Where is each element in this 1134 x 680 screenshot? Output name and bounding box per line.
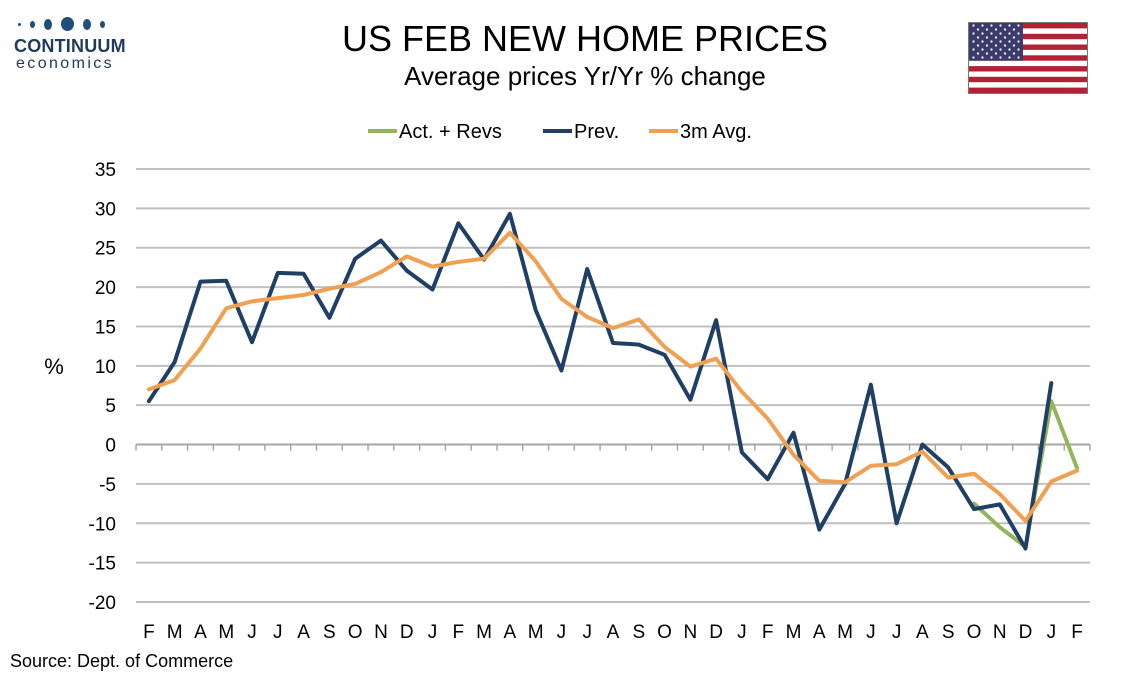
x-tick-label: O (348, 622, 363, 643)
x-tick-label: A (504, 622, 517, 643)
y-tick-label: -20 (89, 593, 116, 614)
y-tick-label: 25 (95, 239, 116, 260)
x-tick-label: F (1071, 622, 1083, 643)
series-line-act-revs (972, 399, 1080, 549)
x-tick-label: D (1019, 622, 1033, 643)
x-tick-label: M (476, 622, 492, 643)
chart-subtitle: Average prices Yr/Yr % change (404, 61, 766, 91)
x-tick-label: J (428, 622, 438, 643)
series-line-3m-avg (146, 230, 1080, 523)
y-tick-label: 30 (95, 199, 116, 220)
y-axis-label: % (44, 354, 64, 379)
x-tick-label: N (374, 622, 388, 643)
x-tick-label: J (273, 622, 283, 643)
x-tick-label: J (737, 622, 747, 643)
x-tick-label: M (837, 622, 853, 643)
x-tick-label: M (528, 622, 544, 643)
y-tick-label: 10 (95, 357, 116, 378)
y-tick-label: 35 (95, 160, 116, 181)
x-tick-label: J (1047, 622, 1057, 643)
chart-title: US FEB NEW HOME PRICES (341, 18, 829, 59)
y-tick-label: 0 (105, 436, 116, 457)
x-tick-label: F (762, 622, 774, 643)
x-tick-label: A (813, 622, 826, 643)
x-tick-label: N (683, 622, 697, 643)
x-tick-label: F (143, 622, 155, 643)
x-tick-label: S (632, 622, 645, 643)
x-tick-label: O (967, 622, 982, 643)
us-flag-icon (968, 22, 1088, 94)
legend-label: 3m Avg. (680, 121, 752, 143)
x-tick-label: M (167, 622, 183, 643)
x-tick-label: J (892, 622, 902, 643)
x-tick-label: J (557, 622, 567, 643)
y-tick-label: -10 (89, 514, 116, 535)
source-note: Source: Dept. of Commerce (10, 651, 234, 671)
x-tick-label: M (218, 622, 234, 643)
continuum-logo: CONTINUUM economics (14, 12, 144, 72)
y-tick-label: 5 (105, 396, 116, 417)
y-tick-label: -15 (89, 554, 116, 575)
x-tick-label: N (993, 622, 1007, 643)
x-tick-label: D (400, 622, 414, 643)
x-tick-label: A (194, 622, 207, 643)
x-tick-label: A (297, 622, 310, 643)
logo-subtext: economics (16, 55, 115, 72)
x-tick-label: D (709, 622, 723, 643)
x-tick-label: J (247, 622, 257, 643)
y-tick-label: 20 (95, 278, 116, 299)
x-tick-label: J (582, 622, 592, 643)
x-tick-label: A (916, 622, 929, 643)
logo-dots-icon (14, 12, 144, 36)
legend-label: Prev. (574, 121, 619, 143)
legend-label: Act. + Revs (399, 121, 502, 143)
y-tick-label: -5 (99, 475, 116, 496)
x-tick-label: A (607, 622, 620, 643)
logo-name: CONTINUUM (14, 36, 126, 56)
x-tick-label: S (942, 622, 955, 643)
x-tick-label: F (452, 622, 464, 643)
x-tick-label: M (786, 622, 802, 643)
x-tick-label: J (866, 622, 876, 643)
x-tick-label: S (323, 622, 336, 643)
x-tick-label: O (657, 622, 672, 643)
y-tick-label: 15 (95, 317, 116, 338)
series-line-prev (146, 211, 1054, 551)
